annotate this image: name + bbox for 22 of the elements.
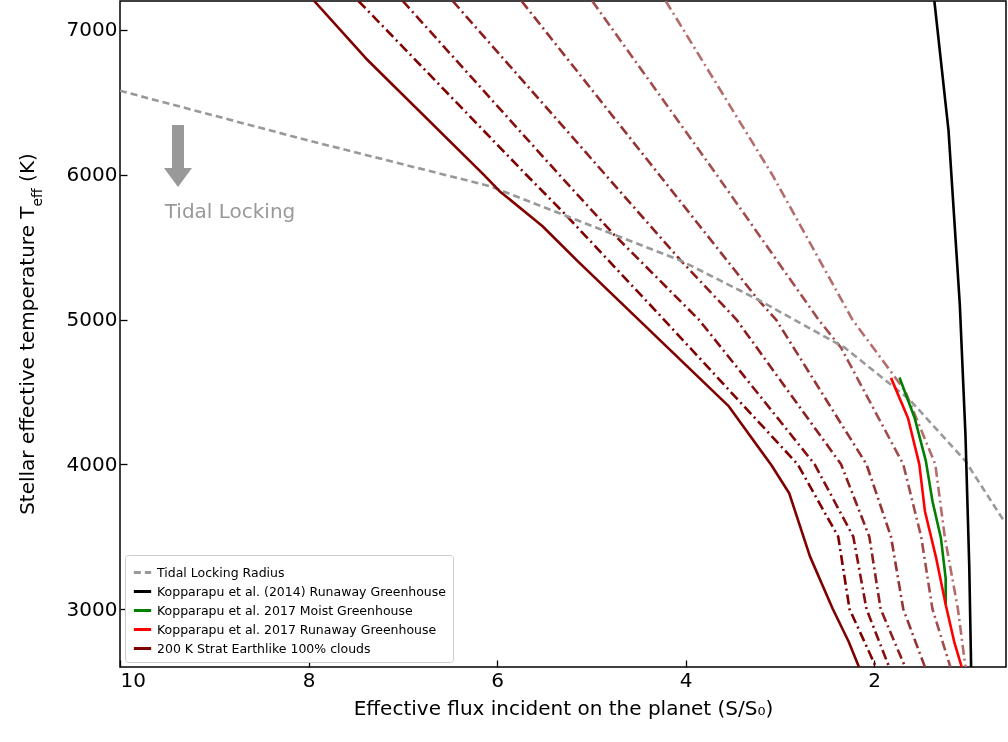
line-series [520,1,927,667]
legend-label: Tidal Locking Radius [156,564,285,580]
y-tick-label: 4000 [66,451,118,476]
annotation: Tidal Locking [163,199,296,223]
line-series [889,376,963,667]
x-axis-title: Effective flux incident on the planet (S/S₀) [353,695,774,720]
y-tick-label: 3000 [66,596,118,621]
line-series [664,1,967,667]
x-tick-label: 4 [679,667,693,692]
y-tick-label: 7000 [66,17,118,42]
legend-label: Kopparapu et al. (2014) Runaway Greenhouse [157,583,447,599]
x-tick-label: 6 [491,667,504,692]
line-series [590,1,952,667]
legend-label: 200 K Strat Earthlike 100% clouds [157,640,371,656]
x-tick-label: 2 [868,667,881,692]
x-tick-label: 8 [302,667,316,692]
legend-label: Kopparapu et al. 2017 Moist Greenhouse [157,602,413,618]
y-tick-label: 6000 [66,162,118,187]
y-tick-label: 5000 [66,307,118,332]
legend-label: Kopparapu et al. 2017 Runaway Greenhouse [157,621,437,637]
x-tick-label: 10 [120,667,146,692]
line-series [120,89,1006,523]
